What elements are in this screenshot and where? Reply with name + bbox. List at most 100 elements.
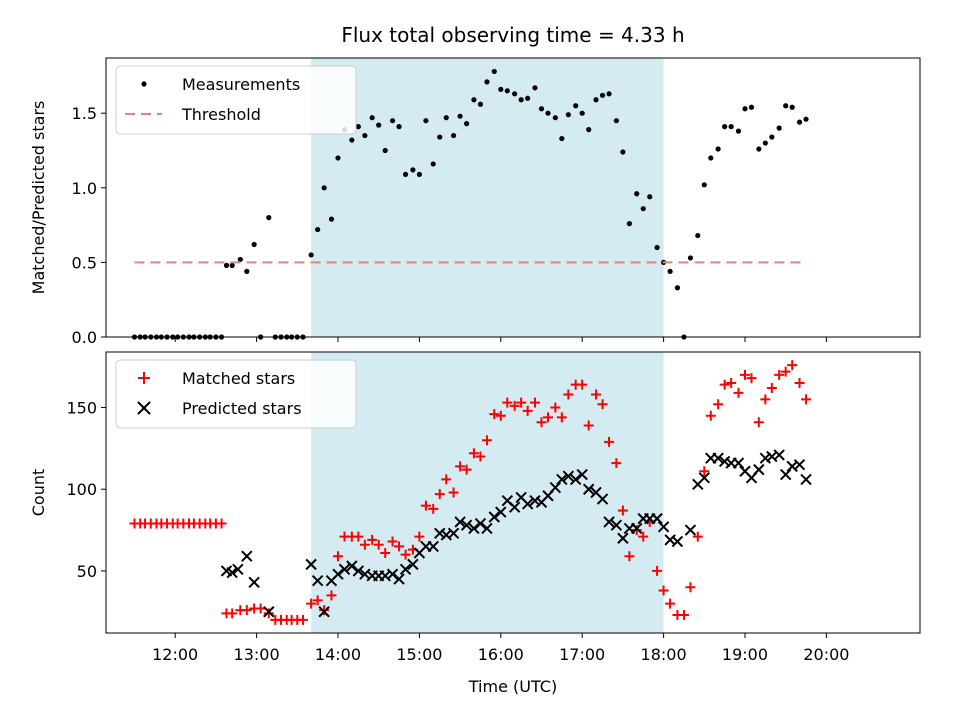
- data-point: [332, 551, 343, 562]
- data-point: [481, 435, 492, 446]
- data-point: [237, 256, 243, 263]
- data-point: [674, 285, 681, 291]
- data-point: [604, 436, 615, 447]
- data-point: [617, 532, 629, 544]
- data-point: [638, 531, 649, 542]
- data-point: [525, 95, 531, 101]
- data-point: [610, 519, 623, 531]
- data-point: [488, 511, 500, 523]
- data-point: [396, 124, 402, 130]
- data-point: [753, 417, 764, 428]
- data-point: [518, 97, 524, 103]
- data-point: [241, 605, 252, 616]
- data-point: [779, 468, 792, 481]
- data-point: [346, 560, 358, 572]
- data-point: [420, 500, 431, 511]
- legend-marker: [141, 81, 147, 87]
- data-point: [529, 397, 540, 408]
- data-point: [559, 135, 565, 142]
- data-point: [718, 455, 731, 468]
- data-point: [712, 452, 724, 464]
- data-point: [748, 104, 755, 110]
- data-point: [556, 412, 567, 423]
- data-point: [326, 590, 337, 601]
- data-point: [651, 512, 663, 525]
- data-point: [434, 489, 445, 500]
- data-point: [606, 91, 612, 97]
- data-point: [474, 517, 487, 530]
- data-point: [746, 373, 757, 384]
- data-point: [753, 463, 765, 476]
- data-point: [430, 161, 436, 167]
- data-point: [739, 369, 750, 380]
- data-point: [563, 389, 574, 400]
- data-point: [376, 122, 382, 128]
- count-panel: 50 100 150 12:00 13:00 14:00 15:00 16:00 17:00 18…: [29, 351, 921, 664]
- data-point: [657, 521, 670, 533]
- data-point: [393, 573, 405, 585]
- data-point: [308, 252, 314, 258]
- data-point: [352, 565, 365, 577]
- data-point: [538, 106, 545, 112]
- data-point: [671, 535, 684, 548]
- data-point: [489, 409, 500, 420]
- data-point: [454, 516, 466, 528]
- data-point: [756, 146, 762, 152]
- data-point: [719, 379, 730, 390]
- data-point: [369, 115, 375, 121]
- data-point: [394, 541, 405, 552]
- data-point: [373, 539, 384, 550]
- data-point: [773, 449, 785, 461]
- x-tick-label: 12:00: [152, 645, 198, 664]
- data-point: [455, 461, 466, 472]
- data-point: [705, 410, 716, 421]
- data-point: [244, 268, 250, 274]
- data-point: [312, 595, 323, 606]
- data-point: [416, 171, 422, 177]
- data-point: [695, 232, 701, 239]
- data-point: [468, 448, 479, 459]
- data-point: [803, 116, 809, 122]
- data-point: [536, 417, 547, 428]
- x-tick-label: 13:00: [234, 645, 280, 664]
- legend-label: Measurements: [182, 75, 300, 94]
- y-tick-label: 100: [66, 480, 97, 499]
- data-point: [726, 378, 737, 389]
- data-point: [502, 397, 513, 408]
- data-point: [549, 481, 562, 494]
- data-point: [603, 516, 615, 528]
- data-point: [596, 493, 609, 505]
- data-point: [647, 194, 653, 200]
- data-point: [760, 394, 771, 405]
- data-point: [477, 101, 484, 107]
- data-point: [789, 104, 795, 110]
- data-point: [389, 118, 396, 124]
- data-point: [447, 527, 460, 540]
- data-point: [460, 519, 473, 531]
- data-point: [437, 134, 443, 140]
- data-point: [382, 147, 388, 154]
- data-point: [380, 547, 391, 558]
- data-point: [457, 113, 463, 119]
- legend: Measurements Threshold: [115, 65, 357, 135]
- data-point: [516, 397, 527, 408]
- data-point: [229, 262, 235, 268]
- plot-frame: [105, 57, 921, 338]
- y-tick-label: 0.0: [72, 328, 97, 347]
- data-point: [597, 399, 608, 410]
- observing-window-shade: [311, 352, 664, 633]
- data-point: [801, 394, 812, 405]
- x-tick-label: 18:00: [641, 645, 687, 664]
- data-point: [332, 568, 344, 580]
- legend: Matched stars Predicted stars: [115, 359, 357, 429]
- data-point: [582, 483, 595, 495]
- data-point: [521, 498, 534, 510]
- data-point: [631, 525, 642, 536]
- data-point: [315, 226, 321, 233]
- data-point: [335, 155, 341, 161]
- data-point: [509, 400, 520, 411]
- data-point: [698, 472, 710, 484]
- data-point: [498, 86, 504, 92]
- data-point: [796, 119, 803, 125]
- data-point: [434, 527, 446, 540]
